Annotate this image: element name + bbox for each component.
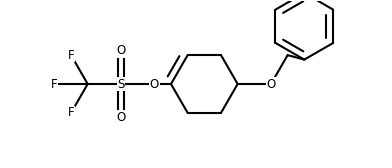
- Text: S: S: [117, 77, 125, 91]
- Text: O: O: [150, 77, 159, 91]
- Text: O: O: [116, 44, 126, 57]
- Text: F: F: [68, 49, 74, 62]
- Text: O: O: [116, 111, 126, 124]
- Text: F: F: [68, 106, 74, 119]
- Text: O: O: [266, 77, 276, 91]
- Text: F: F: [51, 77, 58, 91]
